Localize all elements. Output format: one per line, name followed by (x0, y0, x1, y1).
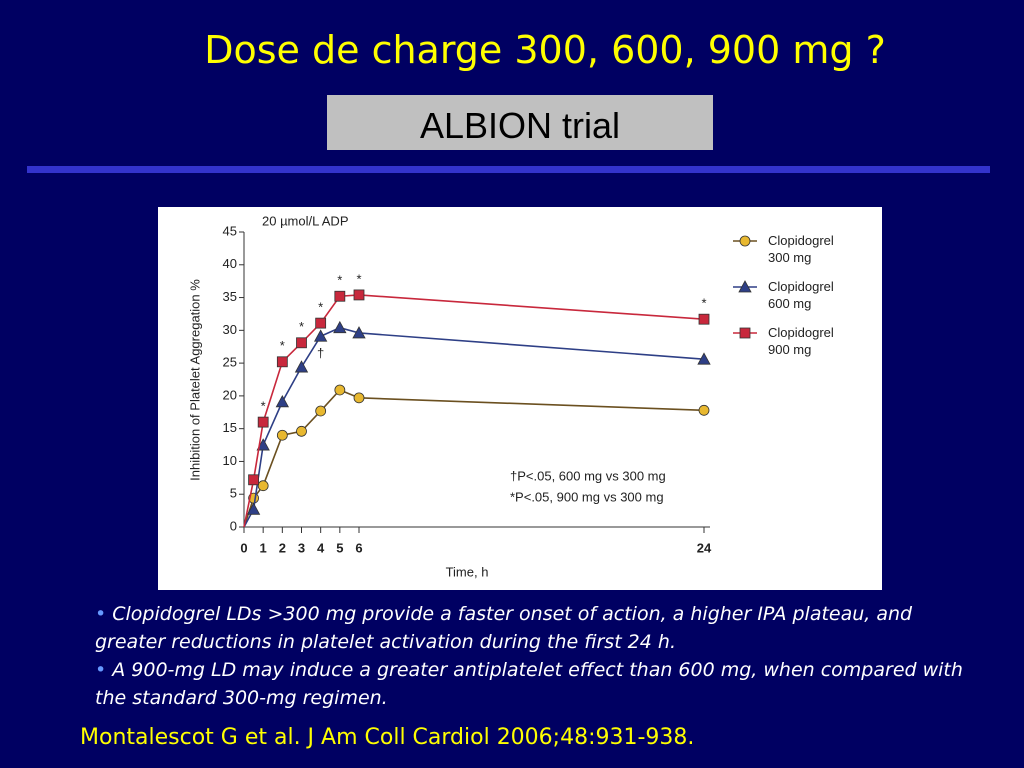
point (698, 313, 710, 325)
footnote: *P<.05, 900 mg vs 300 mg (510, 489, 664, 504)
point-label: * (299, 319, 304, 334)
point-label: † (317, 346, 324, 361)
point (334, 384, 346, 396)
y-axis-label: Inhibition of Platelet Aggregation % (187, 279, 202, 481)
point (246, 502, 261, 515)
point (257, 416, 269, 428)
legend-label: Clopidogrel 600 mg (768, 279, 834, 311)
point (257, 480, 269, 492)
legend-label: Clopidogrel 900 mg (768, 325, 834, 357)
chart-panel (158, 207, 882, 590)
x-tick-label: 1 (260, 540, 267, 555)
bullet: Clopidogrel LDs >300 mg provide a faster… (95, 600, 975, 656)
footnote: †P<.05, 600 mg vs 300 mg (510, 468, 666, 483)
slide-title: Dose de charge 300, 600, 900 mg ? (204, 28, 886, 72)
y-tick-label: 0 (230, 518, 237, 533)
point (333, 320, 347, 334)
point-label: * (280, 338, 285, 353)
point-label: * (701, 296, 706, 311)
point (334, 290, 346, 302)
point (248, 474, 259, 486)
legend-marker (738, 280, 752, 293)
y-tick-label: 15 (223, 420, 237, 435)
x-tick-label: 4 (317, 540, 325, 555)
point (296, 425, 307, 437)
point (315, 405, 327, 417)
point (698, 404, 710, 416)
point (296, 337, 307, 349)
x-tick-label: 6 (355, 540, 362, 555)
y-tick-label: 5 (230, 486, 237, 501)
subtitle: ALBION trial (327, 95, 713, 150)
bullets: Clopidogrel LDs >300 mg provide a faster… (95, 600, 975, 712)
y-tick-label: 40 (223, 256, 237, 271)
y-tick-label: 45 (223, 223, 237, 238)
bullet: A 900-mg LD may induce a greater antipla… (95, 656, 975, 712)
point-label: * (261, 399, 266, 414)
point (697, 352, 711, 365)
x-tick-label: 24 (697, 540, 712, 555)
point (353, 392, 365, 404)
y-tick-label: 35 (223, 289, 237, 304)
legend-marker (739, 235, 751, 247)
divider (27, 166, 990, 173)
point (353, 289, 365, 301)
y-tick-label: 20 (223, 387, 237, 402)
y-tick-label: 30 (223, 322, 237, 337)
point-label: * (318, 300, 323, 315)
point (313, 329, 328, 342)
point-label: * (337, 273, 342, 288)
point (275, 394, 290, 408)
x-tick-label: 2 (279, 540, 286, 555)
point (294, 360, 309, 373)
series-line (243, 389, 705, 528)
citation: Montalescot G et al. J Am Coll Cardiol 2… (80, 725, 695, 750)
x-tick-label: 5 (336, 540, 343, 555)
x-tick-label: 3 (298, 540, 305, 555)
point (352, 326, 366, 339)
y-tick-label: 25 (223, 355, 237, 370)
legend-label: Clopidogrel 300 mg (768, 233, 834, 265)
point-label: * (356, 271, 361, 286)
legend-marker (739, 327, 751, 339)
y-tick-label: 10 (223, 453, 237, 468)
point (276, 356, 288, 368)
x-tick-label: 0 (240, 540, 247, 555)
chart-note: 20 µmol/L ADP (262, 213, 349, 228)
x-axis-label: Time, h (446, 564, 489, 579)
point (276, 429, 288, 441)
point (315, 317, 327, 329)
